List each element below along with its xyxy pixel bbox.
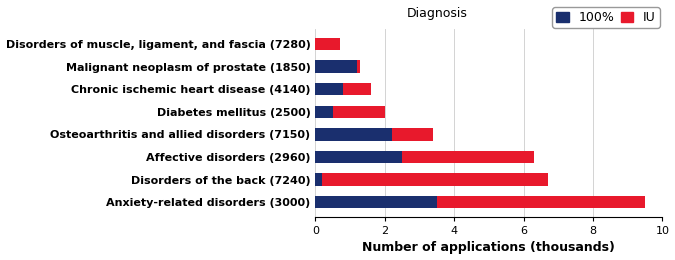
Bar <box>315 173 322 186</box>
Bar <box>333 106 385 118</box>
Bar <box>357 60 360 73</box>
Bar <box>437 196 645 208</box>
Bar <box>315 128 392 141</box>
Bar <box>315 83 343 95</box>
X-axis label: Number of applications (thousands): Number of applications (thousands) <box>362 242 616 255</box>
Bar <box>315 38 340 50</box>
Bar <box>315 106 333 118</box>
Legend: 100%, IU: 100%, IU <box>552 8 659 28</box>
Bar <box>322 173 548 186</box>
Bar <box>315 196 437 208</box>
Bar <box>315 151 402 163</box>
Bar <box>392 128 433 141</box>
Bar <box>315 60 357 73</box>
Bar <box>343 83 371 95</box>
Bar <box>402 151 534 163</box>
Text: Diagnosis: Diagnosis <box>406 7 467 20</box>
